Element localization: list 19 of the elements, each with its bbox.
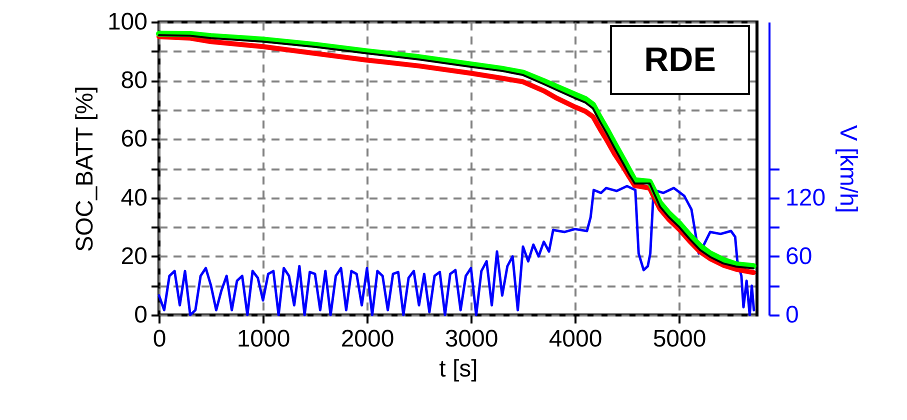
annotation: RDE [610, 25, 750, 95]
y2-tick-label: 60 [786, 242, 812, 270]
x-tick-label: 5000 [652, 326, 706, 352]
y-tick-label: 20 [120, 242, 148, 270]
y-tick-label: 80 [120, 67, 148, 94]
y-tick-label: 0 [134, 302, 148, 328]
y2-axis-title: V [km/h] [834, 124, 862, 214]
x-axis-title: t [s] [439, 356, 478, 382]
y-tick-label: 100 [107, 8, 148, 36]
x-tick-label: 3000 [444, 326, 498, 352]
x-tick-label: 4000 [548, 326, 602, 352]
y-tick-label: 60 [120, 126, 148, 153]
y-tick-label: 40 [120, 184, 148, 212]
y2-tick-label: 120 [786, 184, 826, 212]
y-axis-title: SOC_BATT [%] [71, 86, 98, 252]
x-tick-label: 1000 [236, 326, 290, 352]
y2-tick-label: 0 [786, 302, 799, 328]
x-tick-label: 0 [152, 326, 166, 352]
x-tick-label: 2000 [340, 326, 394, 352]
